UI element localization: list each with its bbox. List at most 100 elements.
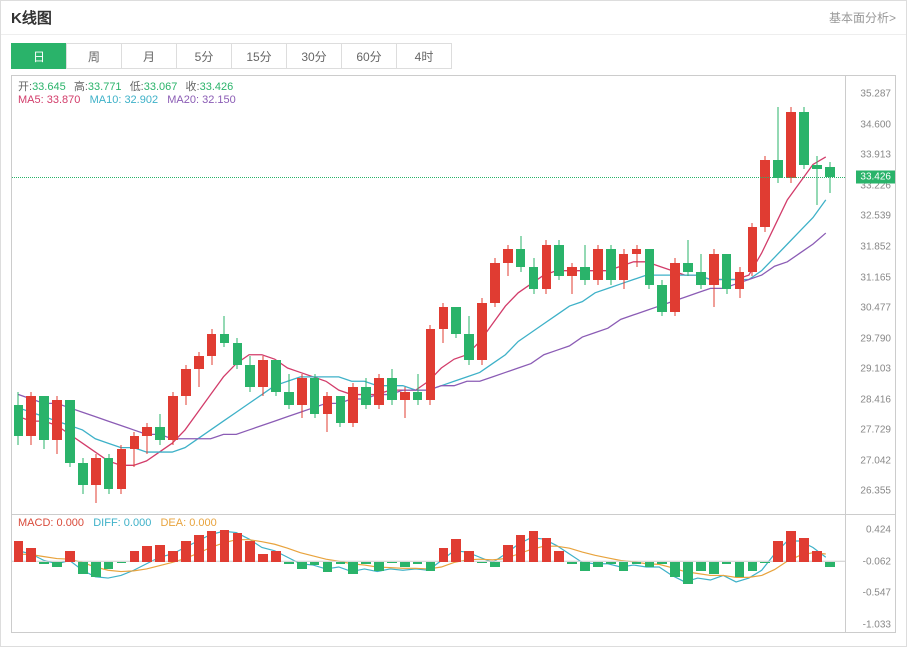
diff-value: 0.000 — [124, 517, 152, 529]
candle — [477, 298, 487, 365]
candle — [748, 223, 758, 276]
timeframe-tab[interactable]: 15分 — [231, 43, 287, 69]
y-tick: 32.539 — [860, 211, 891, 222]
candle — [207, 329, 217, 365]
dea-label: DEA: — [160, 517, 186, 529]
candle — [645, 249, 655, 289]
macd-bar — [709, 562, 719, 574]
timeframe-tab[interactable]: 周 — [66, 43, 122, 69]
macd-bar — [220, 530, 230, 562]
macd-bar — [490, 562, 500, 568]
macd-label: MACD: — [18, 517, 53, 529]
candle — [14, 392, 24, 445]
current-price-line — [12, 177, 845, 178]
macd-bar — [426, 562, 436, 571]
macd-bar — [336, 562, 346, 564]
main-plot — [12, 76, 845, 514]
macd-bar — [786, 531, 796, 561]
candle — [413, 374, 423, 405]
chart-title: K线图 — [11, 7, 52, 28]
macd-bar — [245, 541, 255, 561]
candle — [117, 445, 127, 494]
macd-bar — [297, 562, 307, 570]
candle — [310, 374, 320, 418]
candle — [516, 236, 526, 272]
candle — [387, 369, 397, 405]
y-tick: 27.042 — [860, 455, 891, 466]
ma20-value: 32.150 — [202, 94, 236, 106]
macd-y-axis: 0.424-0.062-0.547-1.033 — [845, 515, 895, 632]
candle — [683, 240, 693, 276]
macd-bar — [78, 562, 88, 574]
macd-bar — [374, 562, 384, 571]
candle — [503, 245, 513, 276]
macd-bar — [194, 535, 204, 562]
timeframe-tab[interactable]: 60分 — [341, 43, 397, 69]
macd-bar — [760, 562, 770, 563]
candle — [542, 240, 552, 293]
fundamental-analysis-link[interactable]: 基本面分析> — [829, 9, 896, 26]
candle — [271, 360, 281, 396]
macd-bar — [516, 535, 526, 562]
macd-bar — [567, 562, 577, 564]
macd-bar — [748, 562, 758, 571]
macd-bar — [348, 562, 358, 574]
candle — [39, 396, 49, 449]
y-tick: 26.355 — [860, 486, 891, 497]
candle — [580, 245, 590, 285]
candle — [233, 338, 243, 369]
candle — [709, 249, 719, 307]
header: K线图 基本面分析> — [1, 1, 906, 35]
macd-bar — [542, 538, 552, 562]
macd-bar — [26, 548, 36, 562]
y-tick: -0.062 — [863, 556, 891, 567]
timeframe-tab[interactable]: 月 — [121, 43, 177, 69]
y-tick: 0.424 — [866, 524, 891, 535]
candle — [155, 414, 165, 445]
macd-bar — [52, 562, 62, 568]
dea-value: 0.000 — [189, 517, 217, 529]
y-tick: 31.165 — [860, 272, 891, 283]
price-y-axis: 35.28734.60033.91333.22632.53931.85231.1… — [845, 76, 895, 514]
macd-bar — [181, 541, 191, 561]
candle — [65, 400, 75, 467]
macd-bar — [117, 562, 127, 563]
candlestick-chart[interactable]: 开:33.645 高:33.771 低:33.067 收:33.426 MA5:… — [11, 75, 896, 515]
y-tick: 35.287 — [860, 89, 891, 100]
candle — [799, 107, 809, 169]
candle — [593, 245, 603, 285]
macd-bar — [503, 545, 513, 562]
candle — [696, 254, 706, 290]
candle — [426, 325, 436, 405]
candle — [529, 258, 539, 294]
y-tick: 29.103 — [860, 364, 891, 375]
macd-bar — [207, 531, 217, 561]
macd-bar — [387, 562, 397, 563]
macd-lines — [12, 515, 845, 632]
macd-bar — [529, 531, 539, 561]
timeframe-tab[interactable]: 5分 — [176, 43, 232, 69]
candle — [194, 352, 204, 388]
macd-chart[interactable]: MACD: 0.000 DIFF: 0.000 DEA: 0.000 0.424… — [11, 515, 896, 633]
macd-bar — [799, 538, 809, 562]
candle — [606, 245, 616, 285]
ma20-label: MA20: — [167, 94, 199, 106]
macd-bar — [271, 551, 281, 562]
candle — [760, 156, 770, 232]
candle — [361, 378, 371, 409]
timeframe-tab[interactable]: 4时 — [396, 43, 452, 69]
macd-bar — [155, 545, 165, 562]
timeframe-tab[interactable]: 日 — [11, 43, 67, 69]
macd-bar — [284, 562, 294, 564]
candle — [464, 316, 474, 365]
ma10-value: 32.902 — [124, 94, 158, 106]
candle — [490, 258, 500, 307]
ma5-label: MA5: — [18, 94, 44, 106]
macd-bar — [657, 562, 667, 564]
macd-bar — [258, 554, 268, 561]
candle — [284, 374, 294, 410]
timeframe-tabs: 日周月5分15分30分60分4时 — [1, 35, 906, 69]
candle — [91, 454, 101, 503]
timeframe-tab[interactable]: 30分 — [286, 43, 342, 69]
macd-bar — [439, 548, 449, 562]
